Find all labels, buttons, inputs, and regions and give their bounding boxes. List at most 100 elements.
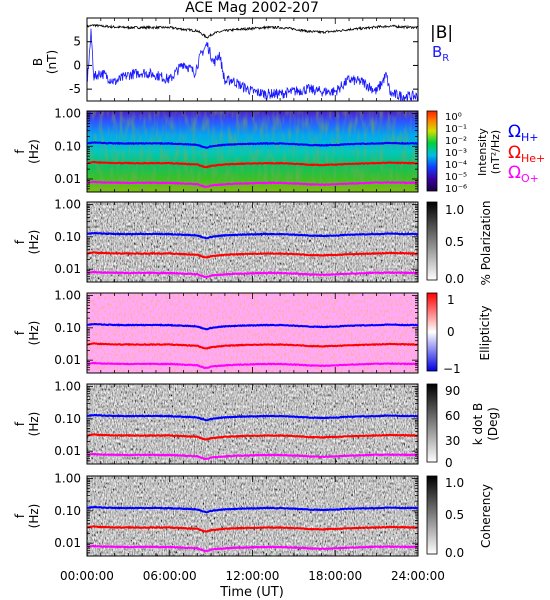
field-ylabel-line1: B [31,58,45,66]
ellipticity-cb-tick-1: 0 [447,325,455,339]
ellipticity-cb-tick-2: −1 [443,362,461,376]
ellipticity-ylabel-line1: f [13,330,27,335]
polarization-ylabel-line1: f [13,239,27,244]
coherency-y-tick-label: 1.00 [54,472,81,486]
legend-radial: BR [432,43,449,64]
kdotb-overlay: 1.00 0.10 0.01 f (Hz) [13,380,419,465]
helium-gyrofrequency-line [86,251,418,259]
gyro-label-helium-glyph: Ω [508,143,521,163]
kdotb-colorbar [426,383,438,463]
oxygen-gyrofrequency-line [86,452,419,461]
coherency-cb-tick-2: 0.0 [445,546,464,560]
field-panel: 50-5 B (nT) |B| BR [31,17,453,102]
ellipticity-colorbar [426,292,438,372]
polarization-texture [87,202,418,282]
coherency-cb-tick-1: 0.5 [445,508,464,522]
gyro-label-helium-sub: He+ [521,152,545,165]
legend-magnitude: |B| [430,23,453,43]
intensity-cb-tick-4: 10⁻⁴ [445,160,467,171]
helium-gyrofrequency-line [86,160,418,169]
polarization-cb-tick-1: 0.5 [445,235,464,249]
intensity-ylabel-line2: (Hz) [27,139,41,164]
field-y-ticks: 5 0 -5 [69,35,418,96]
ellipticity-y-tick-label: 0.01 [54,353,81,367]
oxygen-gyrofrequency-line [86,180,419,188]
kdotb-y-tick-label: 0.01 [54,444,81,458]
ellipticity-panel: 1 0 −1 Ellipticity [86,292,492,376]
polarization-colorbar [426,201,438,281]
coherency-colorbar [426,475,438,555]
coherency-colorbar-label: Coherency [479,484,493,548]
intensity-cb-tick-0: 10⁰ [445,112,462,123]
kdotb-cb-tick-2: 30 [445,434,460,448]
ellipticity-cb-tick-0: 1 [447,293,455,307]
coherency-colorbar-ticks: 1.0 0.5 0.0 [445,476,464,560]
kdotb-colorbar-ticks: 90 60 30 0 [445,384,460,470]
intensity-panel: 10⁰ 10⁻¹ 10⁻² 10⁻³ 10⁻⁴ 10⁻⁵ 10⁻⁶ Intens… [86,110,545,195]
coherency-panel: 1.0 0.5 0.0 Coherency [86,475,493,560]
gyro-label-oxygen: ΩO+ [508,163,539,185]
proton-gyrofrequency-line [86,322,419,331]
intensity-y-tick-label: 1.00 [54,107,81,121]
coherency-y-tick-label: 0.10 [54,504,81,518]
polarization-colorbar-label: % Polarization [479,201,493,286]
coherency-texture [87,476,418,556]
legend-radial-subscript: R [442,53,449,64]
intensity-y-tick-label: 0.01 [54,172,81,186]
oxygen-gyrofrequency-line [86,361,419,370]
helium-gyrofrequency-line [86,433,418,441]
ellipticity-colorbar-label: Ellipticity [478,306,492,361]
gyro-label-proton-sub: H+ [521,131,539,144]
helium-gyrofrequency-line [86,525,418,533]
kdotb-cb-tick-1: 60 [445,409,460,423]
oxygen-gyrofrequency-line [86,270,419,279]
chart-title: ACE Mag 2002-207 [185,0,319,16]
gyro-label-proton-glyph: Ω [508,122,521,142]
ellipticity-ylabel-line2: (Hz) [27,321,41,346]
polarization-y-tick-label: 0.10 [54,230,81,244]
kdotb-y-tick-label: 0.10 [54,412,81,426]
field-series-group [86,23,419,102]
kdotb-colorbar-label: k dot B [471,403,485,445]
polarization-y-tick-label: 0.01 [54,262,81,276]
coherency-ylabel-line1: f [13,513,27,518]
intensity-cb-tick-6: 10⁻⁶ [445,184,467,195]
kdotb-ylabel-line2: (Hz) [27,412,41,437]
intensity-colorbar-unit: (nT²/Hz) [489,130,502,174]
intensity-overlay: 1.00 0.10 0.01 f (Hz) [13,107,419,193]
coherency-overlay: 1.00 0.10 0.01 f (Hz) [13,472,419,557]
field-magnitude-line [86,23,419,39]
field-y-tick-label: -5 [69,82,81,96]
x-tick-label: 12:00:00 [226,569,280,583]
ellipticity-overlay: 1.00 0.10 0.01 f (Hz) [13,289,419,374]
oxygen-gyrofrequency-line [86,544,419,553]
polarization-cb-tick-0: 1.0 [445,203,464,217]
proton-gyrofrequency-line [86,505,419,514]
polarization-overlay: 1.00 0.10 0.01 f (Hz) [13,198,419,283]
legend-radial-text: B [432,43,442,61]
ellipticity-colorbar-ticks: 1 0 −1 [443,293,461,376]
kdotb-colorbar-unit: (Deg) [486,407,500,441]
polarization-y-tick-label: 1.00 [54,198,81,212]
intensity-colorbar [426,110,438,192]
intensity-cb-tick-3: 10⁻³ [445,148,467,159]
gyro-label-oxygen-sub: O+ [521,172,539,185]
intensity-cb-tick-2: 10⁻² [445,136,467,147]
proton-gyrofrequency-line [86,231,419,240]
kdotb-panel: 90 60 30 0 k dot B (Deg) [86,383,500,470]
x-tick-label: 06:00:00 [143,569,197,583]
polarization-ylabel-line2: (Hz) [27,230,41,255]
ellipticity-texture [87,293,418,373]
polarization-panel: 1.0 0.5 0.0 % Polarization [86,201,493,286]
x-axis-label: Time (UT) [219,585,284,600]
kdotb-y-tick-label: 1.00 [54,380,81,394]
gyro-labels: ΩH+ ΩHe+ ΩO+ [508,122,545,185]
polarization-colorbar-ticks: 1.0 0.5 0.0 [445,203,464,286]
polarization-cb-tick-2: 0.0 [445,272,464,286]
kdotb-cb-tick-3: 0 [445,456,453,470]
x-tick-label: 18:00:00 [308,569,362,583]
proton-gyrofrequency-line [86,141,419,149]
ellipticity-y-tick-label: 1.00 [54,289,81,303]
coherency-ylabel-line2: (Hz) [27,504,41,529]
